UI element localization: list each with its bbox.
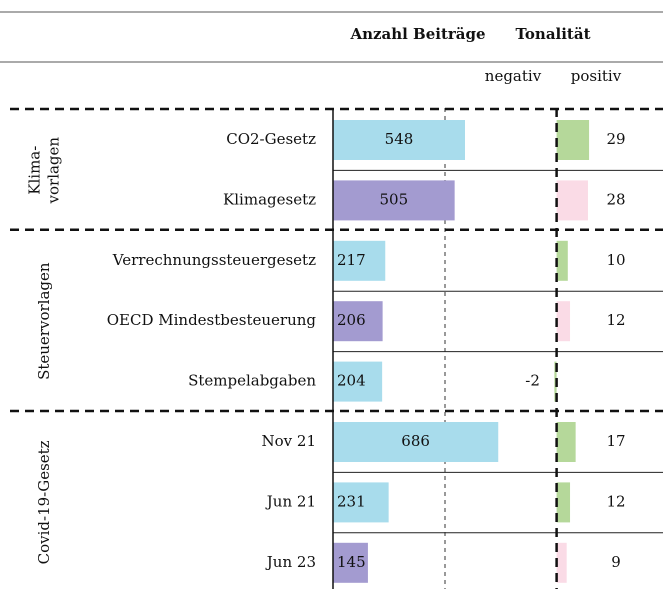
bar: [333, 361, 383, 402]
row-label: Verrechnungssteuergesetz: [112, 251, 316, 269]
bar: [333, 180, 455, 221]
bar: [333, 120, 465, 160]
row-label: Klimagesetz: [223, 190, 316, 208]
column-header: Anzahl Beiträge: [349, 25, 485, 43]
bar: [556, 542, 567, 583]
bar: [333, 482, 389, 523]
value-label: -2: [525, 372, 540, 390]
value-label: 145: [337, 553, 366, 571]
value-label: 548: [385, 130, 414, 148]
bar: [556, 120, 590, 160]
column-header: Tonalität: [515, 25, 590, 43]
value-label: 217: [337, 251, 366, 269]
bar: [556, 422, 576, 462]
value-label: 12: [606, 311, 625, 329]
row-label: CO2-Gesetz: [226, 130, 316, 148]
group-label: Steuervorlagen: [35, 262, 53, 380]
row-label: Stempelabgaben: [188, 372, 316, 390]
value-label: 9: [611, 553, 621, 571]
row-label: Jun 23: [265, 553, 316, 571]
row-label: Jun 21: [265, 492, 316, 510]
value-label: 17: [606, 432, 625, 450]
group-label: Covid-19-Gesetz: [35, 440, 53, 564]
group-label: Klima-: [26, 146, 44, 195]
value-label: 231: [337, 492, 366, 510]
bar: [556, 301, 571, 342]
bar: [333, 301, 383, 342]
bar: [556, 482, 571, 523]
value-label: 505: [380, 190, 409, 208]
row-label: OECD Mindestbesteuerung: [107, 311, 317, 329]
value-label: 10: [606, 251, 625, 269]
group-label: vorlagen: [45, 137, 63, 205]
bar: [556, 180, 588, 221]
value-label: 686: [401, 432, 430, 450]
value-label: 206: [337, 311, 366, 329]
value-label: 29: [606, 130, 625, 148]
value-label: 204: [337, 372, 366, 390]
subheader: positiv: [571, 67, 622, 85]
bar: [333, 542, 368, 583]
subheader: negativ: [485, 67, 542, 85]
bar: [333, 422, 499, 462]
bar: [333, 240, 386, 281]
bar: [556, 240, 568, 281]
value-label: 28: [606, 190, 625, 208]
value-label: 12: [606, 492, 625, 510]
row-label: Nov 21: [262, 432, 317, 450]
